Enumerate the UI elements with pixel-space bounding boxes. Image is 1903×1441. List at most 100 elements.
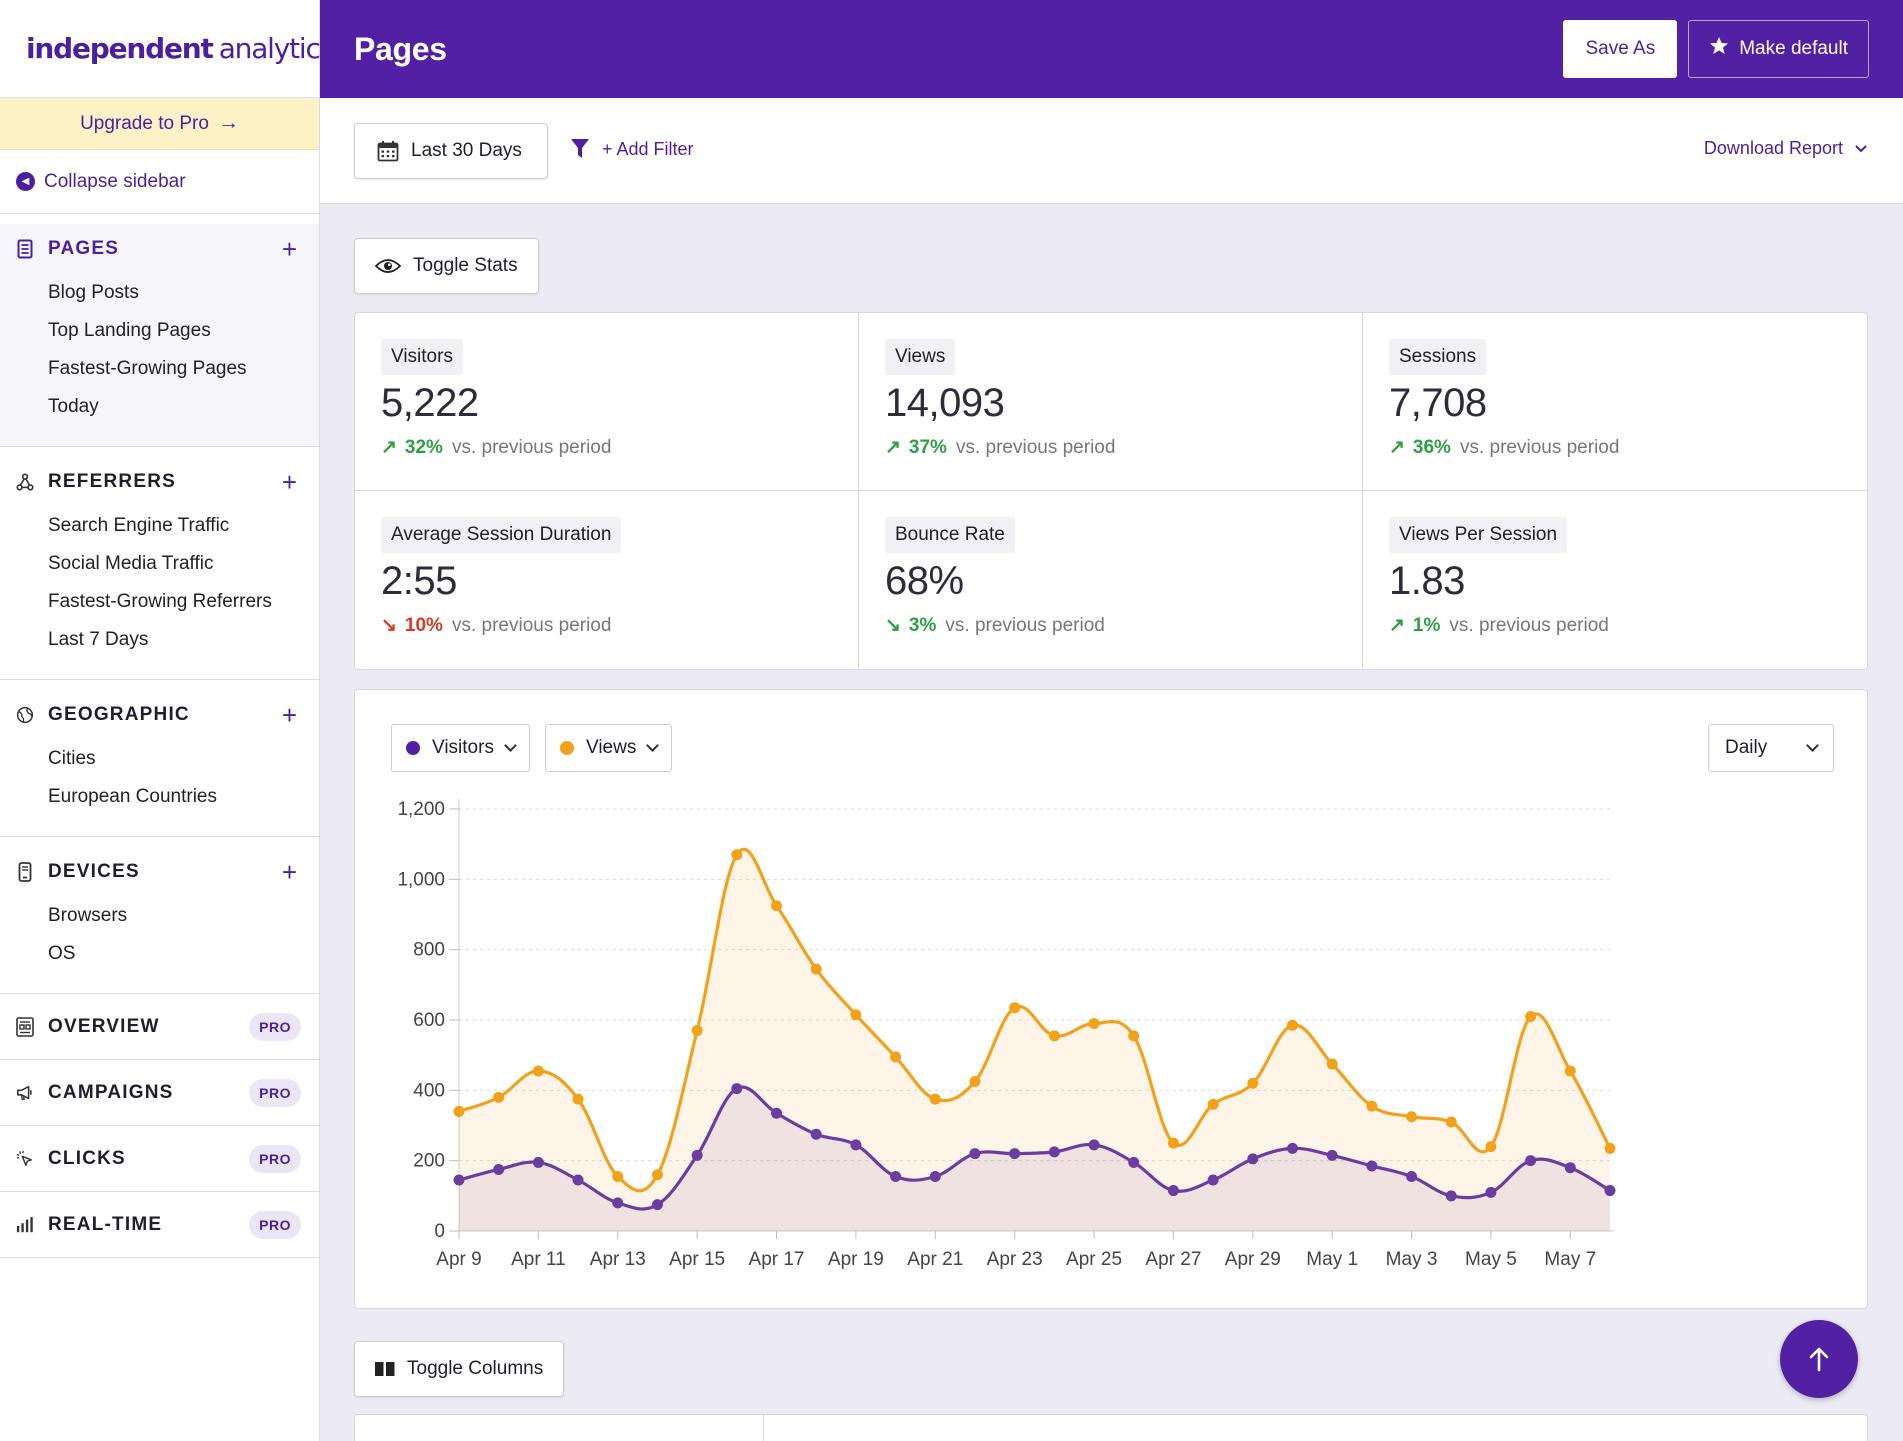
make-default-button[interactable]: Make default xyxy=(1688,20,1869,78)
chevron-down-icon xyxy=(646,739,660,752)
add-report-icon[interactable]: + xyxy=(281,857,297,887)
data-point-visitors xyxy=(1564,1162,1576,1174)
metric-select-visitors[interactable]: Visitors xyxy=(391,724,530,772)
sidebar-item-label: OVERVIEW xyxy=(48,1015,160,1037)
sidebar-section-pages: PAGES + Blog Posts Top Landing Pages Fas… xyxy=(0,224,319,447)
data-point-views xyxy=(969,1076,981,1088)
data-point-views xyxy=(651,1169,663,1181)
sidebar-item[interactable]: Blog Posts xyxy=(48,282,139,303)
sidebar-item[interactable]: Cities xyxy=(48,748,96,769)
sidebar-section-head[interactable]: DEVICES + xyxy=(0,847,319,897)
page-header: Pages Save As Make default xyxy=(320,0,1903,98)
add-report-icon[interactable]: + xyxy=(281,467,297,497)
save-as-button[interactable]: Save As xyxy=(1563,20,1678,78)
sidebar-section-head[interactable]: REFERRERS + xyxy=(0,457,319,507)
add-report-icon[interactable]: + xyxy=(281,700,297,730)
sidebar-section-head[interactable]: PAGES + xyxy=(0,224,319,274)
data-point-visitors xyxy=(771,1107,783,1119)
stat-label[interactable]: Views Per Session xyxy=(1389,517,1568,553)
data-table xyxy=(354,1414,1868,1441)
change-percent: 32% xyxy=(404,436,443,458)
data-point-views xyxy=(1525,1010,1537,1022)
collapse-sidebar-button[interactable]: ◀ Collapse sidebar xyxy=(0,150,319,214)
star-icon xyxy=(1709,36,1729,62)
stat-value: 5,222 xyxy=(381,381,479,425)
phone-icon xyxy=(16,862,34,882)
stat-label[interactable]: Sessions xyxy=(1389,339,1487,375)
legend-dot-visitors xyxy=(406,741,420,755)
metric-select-views[interactable]: Views xyxy=(545,724,673,772)
data-point-views xyxy=(1286,1019,1298,1031)
sidebar: independent analytics Upgrade to Pro → ◀… xyxy=(0,0,334,1441)
add-report-icon[interactable]: + xyxy=(281,234,297,264)
stat-value: 7,708 xyxy=(1389,381,1487,425)
collapse-label: Collapse sidebar xyxy=(44,170,186,192)
sidebar-item[interactable]: Fastest-Growing Referrers xyxy=(48,591,272,612)
x-tick-label: Apr 13 xyxy=(590,1249,646,1270)
data-point-visitors xyxy=(1088,1139,1100,1151)
arrow-down-right-icon: ↘ xyxy=(381,615,397,636)
data-point-visitors xyxy=(453,1174,465,1186)
sidebar-item-campaigns[interactable]: CAMPAIGNS PRO xyxy=(0,1060,319,1126)
data-point-visitors xyxy=(532,1156,544,1168)
stat-card: Sessions 7,708 ↗ 36% vs. previous period xyxy=(1363,313,1867,491)
stat-card: Visitors 5,222 ↗ 32% vs. previous period xyxy=(355,313,859,491)
data-point-visitors xyxy=(1286,1142,1298,1154)
sidebar-item-clicks[interactable]: CLICKS PRO xyxy=(0,1126,319,1192)
sidebar-item[interactable]: Fastest-Growing Pages xyxy=(48,358,247,379)
x-tick-label: May 7 xyxy=(1544,1249,1596,1270)
stat-label[interactable]: Bounce Rate xyxy=(885,517,1015,553)
change-suffix: vs. previous period xyxy=(955,436,1116,458)
y-tick-label: 400 xyxy=(413,1080,445,1101)
stat-label[interactable]: Visitors xyxy=(381,339,463,375)
data-point-views xyxy=(1167,1137,1179,1149)
upgrade-to-pro-link[interactable]: Upgrade to Pro → xyxy=(0,98,319,150)
sidebar-section-title: GEOGRAPHIC xyxy=(48,704,190,725)
stat-label[interactable]: Views xyxy=(885,339,956,375)
interval-select[interactable]: Daily xyxy=(1708,724,1834,772)
sidebar-item[interactable]: Top Landing Pages xyxy=(48,320,211,341)
sidebar-item-real-time[interactable]: REAL-TIME PRO xyxy=(0,1192,319,1258)
add-filter-button[interactable]: + Add Filter xyxy=(570,138,694,160)
data-point-visitors xyxy=(1247,1153,1259,1165)
data-point-views xyxy=(1088,1018,1100,1030)
stat-card: Views 14,093 ↗ 37% vs. previous period xyxy=(859,313,1363,491)
toggle-columns-button[interactable]: Toggle Columns xyxy=(354,1341,565,1397)
sidebar-item-overview[interactable]: OVERVIEW PRO xyxy=(0,994,319,1060)
data-point-views xyxy=(532,1065,544,1077)
sidebar-item[interactable]: Last 7 Days xyxy=(48,629,149,650)
x-tick-label: May 5 xyxy=(1465,1249,1517,1270)
legend-dot-views xyxy=(560,741,574,755)
sidebar-item[interactable]: Social Media Traffic xyxy=(48,553,214,574)
line-chart: 0 200 400 600 800 1,000 1,200 Apr 9 Apr 11 Apr 13… xyxy=(397,799,1616,1270)
toggle-stats-label: Toggle Stats xyxy=(413,255,518,276)
download-label: Download Report xyxy=(1703,138,1843,158)
sidebar-item[interactable]: European Countries xyxy=(48,786,217,807)
sidebar-item[interactable]: Browsers xyxy=(48,905,128,926)
x-tick-label: May 1 xyxy=(1306,1249,1358,1270)
stat-label[interactable]: Average Session Duration xyxy=(381,517,622,553)
data-point-visitors xyxy=(651,1199,663,1211)
data-point-visitors xyxy=(493,1163,505,1175)
sidebar-section-head[interactable]: GEOGRAPHIC + xyxy=(0,690,319,740)
sidebar-item[interactable]: OS xyxy=(48,943,76,964)
x-tick-label: Apr 15 xyxy=(669,1249,725,1270)
sidebar-item[interactable]: Search Engine Traffic xyxy=(48,515,230,536)
sidebar-item[interactable]: Today xyxy=(48,396,99,417)
logo[interactable]: independent analytics xyxy=(0,0,334,98)
stat-change: ↘ 10% vs. previous period xyxy=(381,614,832,637)
column-divider xyxy=(763,1415,764,1441)
globe-icon xyxy=(16,705,34,725)
metric-label: Visitors xyxy=(432,737,494,758)
data-point-views xyxy=(1247,1077,1259,1089)
stat-change: ↗ 32% vs. previous period xyxy=(381,436,832,459)
change-suffix: vs. previous period xyxy=(1459,436,1620,458)
scroll-to-top-button[interactable] xyxy=(1780,1320,1858,1398)
y-tick-label: 600 xyxy=(413,1010,445,1031)
data-point-views xyxy=(1207,1098,1219,1110)
x-tick-label: Apr 17 xyxy=(749,1249,805,1270)
download-report-button[interactable]: Download Report xyxy=(1704,138,1867,159)
page-title: Pages xyxy=(354,30,447,67)
toggle-stats-button[interactable]: Toggle Stats xyxy=(354,238,539,294)
date-range-button[interactable]: Last 30 Days xyxy=(354,123,548,179)
